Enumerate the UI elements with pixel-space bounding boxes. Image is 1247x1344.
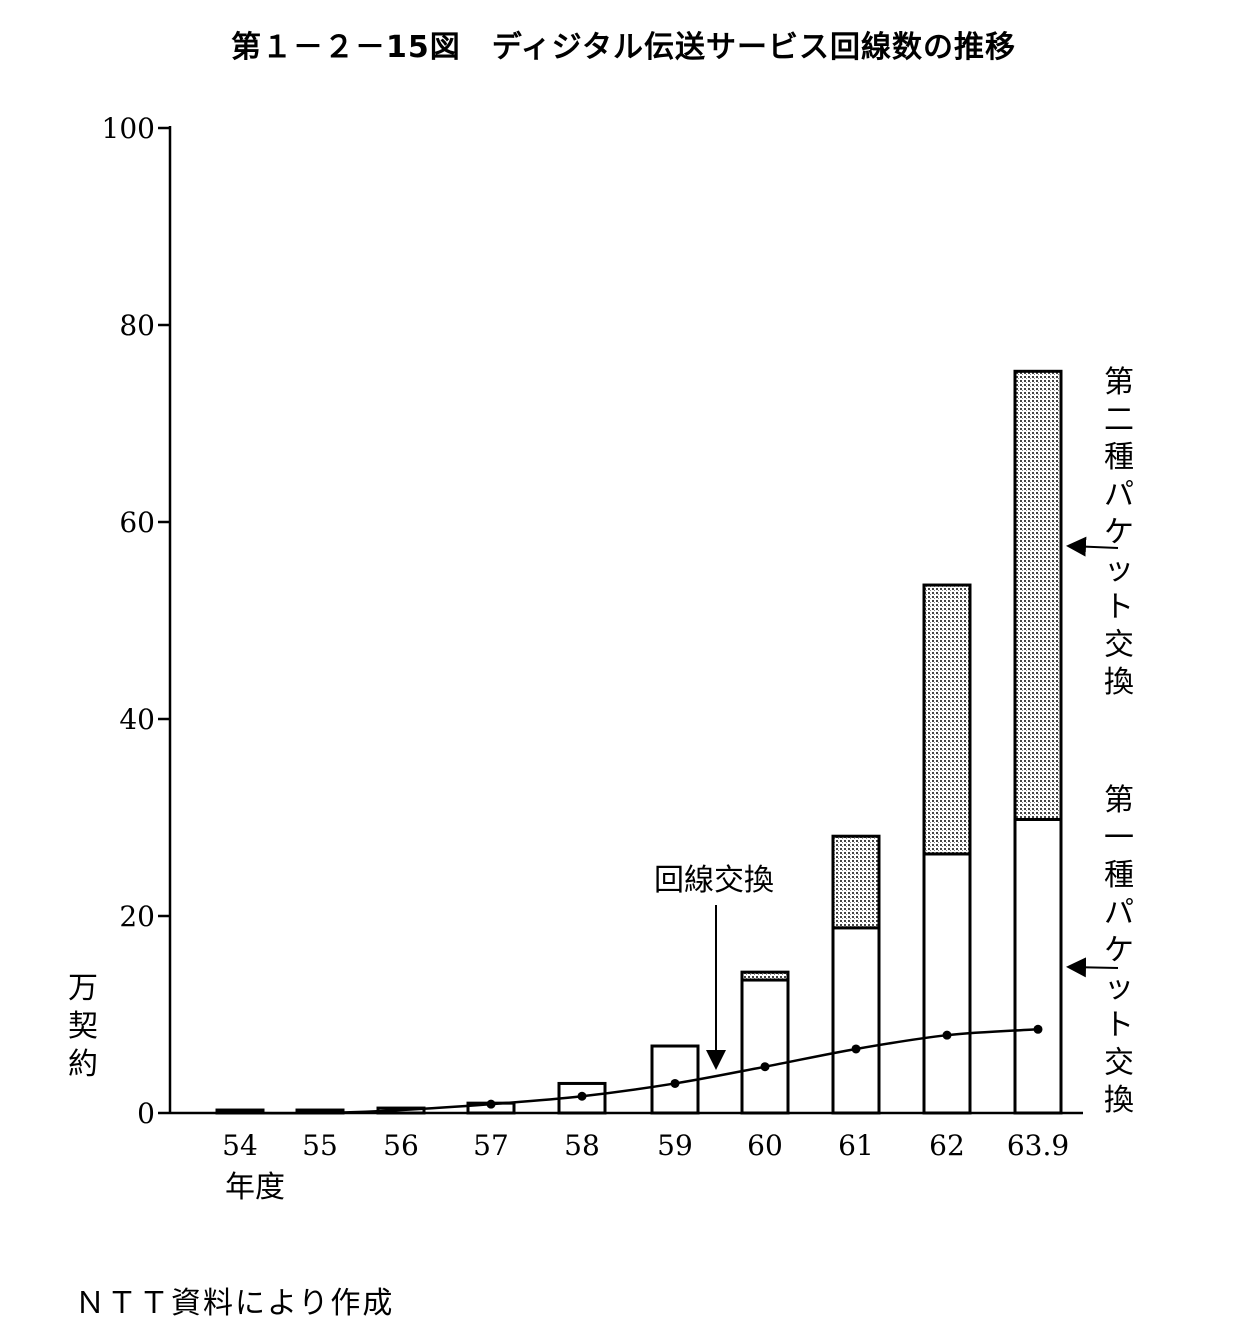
x-tick-label: 55	[302, 1129, 338, 1162]
circuit-switching-line	[239, 1028, 1039, 1115]
type2-packet-arrow	[1066, 536, 1119, 557]
y-tick-label: 40	[119, 703, 155, 736]
circuit-switching-point	[760, 1062, 770, 1072]
bar-type2-packet	[922, 583, 972, 856]
type1-packet-arrow	[1066, 957, 1119, 978]
x-tick-label: 61	[838, 1129, 874, 1162]
bar-type2-packet	[740, 970, 790, 982]
bar-type1-packet	[831, 926, 881, 1115]
x-tick-label: 63.9	[1007, 1129, 1069, 1162]
bar-type1-packet	[922, 852, 972, 1115]
bar-type2-packet	[1013, 369, 1063, 821]
x-tick-label: 58	[564, 1129, 600, 1162]
x-tick-label: 59	[657, 1129, 693, 1162]
chart-title: 第１－２－15図 ディジタル伝送サービス回線数の推移	[230, 30, 1017, 65]
circuit-switching-point	[851, 1044, 861, 1054]
circuit-switching-point	[670, 1078, 680, 1088]
type1-packet-label: 第一種パケット交換	[1104, 783, 1134, 1118]
y-tick-label: 20	[119, 900, 155, 933]
bar-type2-packet	[831, 834, 881, 930]
x-tick-label: 62	[929, 1129, 965, 1162]
x-tick-label: 57	[473, 1129, 509, 1162]
y-tick-label: 80	[119, 309, 155, 342]
bar-type1-packet	[740, 978, 790, 1115]
x-tick-label: 54	[222, 1129, 258, 1162]
x-axis-label: 年度	[225, 1170, 285, 1205]
y-tick-label: 60	[119, 506, 155, 539]
bar-type1-packet	[1013, 817, 1063, 1115]
y-tick-label: 100	[102, 112, 155, 145]
source-note: ＮＴＴ資料により作成	[75, 1286, 395, 1321]
circuit-switching-label: 回線交換	[654, 863, 774, 898]
circuit-switching-point	[1033, 1024, 1043, 1034]
y-tick-label: 0	[137, 1097, 155, 1130]
x-tick-label: 56	[383, 1129, 419, 1162]
type2-packet-label: 第二種パケット交換	[1104, 365, 1134, 700]
circuit-switching-point	[942, 1030, 952, 1040]
y-axis-label: 万契約	[68, 971, 98, 1082]
x-tick-label: 60	[747, 1129, 783, 1162]
circuit-switching-point	[486, 1099, 496, 1109]
circuit-switching-point	[577, 1091, 587, 1101]
